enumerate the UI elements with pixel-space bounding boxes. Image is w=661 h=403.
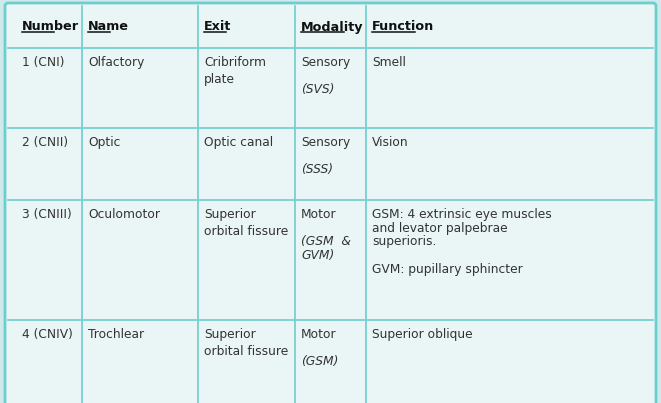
Text: (SVS): (SVS) [301,83,334,96]
Text: 1 (CNI): 1 (CNI) [22,56,64,69]
Text: Cribriform
plate: Cribriform plate [204,56,266,86]
Text: 2 (CNII): 2 (CNII) [22,136,68,149]
Text: Optic: Optic [88,136,120,149]
Text: Sensory: Sensory [301,56,350,69]
Text: Number: Number [22,21,79,33]
Text: Name: Name [88,21,129,33]
Text: Exit: Exit [204,21,231,33]
Text: and levator palpebrae: and levator palpebrae [372,222,508,235]
Text: 4 (CNIV): 4 (CNIV) [22,328,73,341]
Text: (GSM  &: (GSM & [301,235,351,248]
Text: Optic canal: Optic canal [204,136,274,149]
Text: Sensory: Sensory [301,136,350,149]
Text: Motor: Motor [301,208,336,221]
Text: superioris.: superioris. [372,235,436,248]
Text: 3 (CNIII): 3 (CNIII) [22,208,71,221]
FancyBboxPatch shape [5,3,656,403]
Text: (SSS): (SSS) [301,163,333,176]
Text: Olfactory: Olfactory [88,56,145,69]
Text: (GSM): (GSM) [301,355,338,368]
Text: Modality: Modality [301,21,364,33]
Text: GVM): GVM) [301,249,334,262]
Text: Superior
orbital fissure: Superior orbital fissure [204,208,288,238]
Text: Superior oblique: Superior oblique [372,328,473,341]
Text: Trochlear: Trochlear [88,328,144,341]
Text: Superior
orbital fissure: Superior orbital fissure [204,328,288,358]
Text: Oculomotor: Oculomotor [88,208,160,221]
Text: Vision: Vision [372,136,408,149]
Text: GSM: 4 extrinsic eye muscles: GSM: 4 extrinsic eye muscles [372,208,552,221]
Text: GVM: pupillary sphincter: GVM: pupillary sphincter [372,263,523,276]
Text: Smell: Smell [372,56,406,69]
Text: Motor: Motor [301,328,336,341]
Text: Function: Function [372,21,434,33]
